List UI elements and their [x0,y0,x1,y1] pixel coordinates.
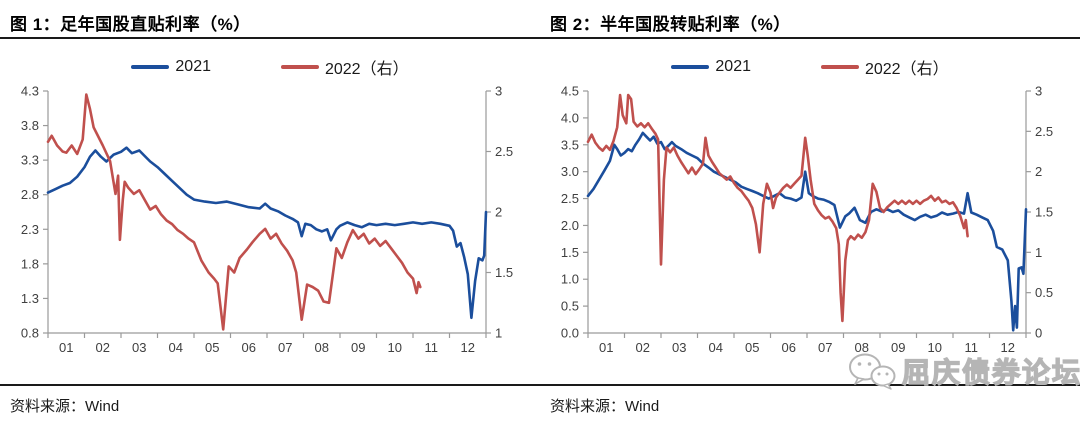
right-axis-tick-label: 3 [495,84,502,99]
figure-2-legend: 2021 2022（右） [540,55,1080,79]
legend-label-2021: 2021 [175,58,211,75]
left-axis-tick-label: 3.3 [21,153,39,168]
legend-label-2022: 2022（右） [324,61,409,78]
x-axis-tick-label: 02 [96,340,110,355]
legend-label-2021: 2021 [715,58,751,75]
x-axis-tick-label: 12 [1001,340,1015,355]
figure-1-chart: 0.8 1.3 1.8 2.3 2.8 3.3 3.8 4.3 1 1.5 2 2.5 3 01 02 03 0… [21,84,513,356]
right-axis-tick-label: 2.5 [1035,124,1053,139]
right-axis-tick-label: 1 [1035,245,1042,260]
figure-1-source: 资料来源：Wind [0,384,540,422]
x-axis-tick-label: 06 [782,340,796,355]
right-axis-tick-label: 2 [1035,164,1042,179]
left-axis-tick-label: 2.3 [21,222,39,237]
x-axis-tick-label: 04 [169,340,183,355]
x-axis-tick-label: 12 [461,340,475,355]
x-axis-tick-label: 01 [599,340,613,355]
right-axis-tick-label: 0 [1035,326,1042,341]
x-axis-tick-label: 04 [709,340,723,355]
wechat-icon [849,353,896,390]
legend-item-2022: 2022（右） [280,55,409,79]
x-axis-tick-label: 07 [278,340,292,355]
legend-item-2022: 2022（右） [820,55,949,79]
series-line-2021 [586,131,1028,332]
left-axis-tick-label: 1.0 [561,272,579,287]
left-axis-tick-label: 2.5 [561,191,579,206]
x-axis-tick-label: 03 [672,340,686,355]
right-axis-tick-label: 1.5 [1035,205,1053,220]
legend-swatch-2021 [671,65,710,69]
figure-2-chart: 0.0 0.5 1.0 1.5 2.0 2.5 3.0 3.5 4.0 4.5 0 0.5 1 1.5 2 2… [561,84,1053,356]
x-axis-tick-label: 03 [132,340,146,355]
x-axis-tick-label: 11 [965,340,979,355]
right-axis-tick-label: 2 [495,205,502,220]
right-axis-tick-label: 0.5 [1035,285,1053,300]
legend-item-2021: 2021 [131,58,211,76]
right-axis-tick-label: 1 [495,326,502,341]
legend-swatch-2021 [131,65,170,69]
left-axis-tick-label: 4.5 [561,84,579,99]
left-axis-tick-label: 1.3 [21,291,39,306]
figure-1: 图 1：足年国股直贴利率（%） 2021 2022（右） 0.8 1.3 1.8 2.… [0,0,540,422]
left-axis-tick-label: 3.0 [561,164,579,179]
x-axis-tick-label: 09 [891,340,905,355]
left-axis-tick-label: 0.8 [21,326,39,341]
left-axis-tick-label: 0.5 [561,299,579,314]
left-axis-tick-label: 0.0 [561,326,579,341]
x-axis-tick-label: 05 [745,340,759,355]
source-label: 资料来源：Wind [550,398,660,415]
x-axis-tick-label: 02 [636,340,650,355]
watermark-text: 屈庆债券论坛 [901,356,1080,388]
left-axis-tick-label: 2.0 [561,218,579,233]
x-axis-tick-label: 09 [351,340,365,355]
left-axis-tick-label: 4.3 [21,84,39,99]
series-line-2022 [586,93,969,323]
source-label: 资料来源：Wind [10,398,120,415]
left-axis-tick-label: 4.0 [561,110,579,125]
left-axis-tick-label: 3.5 [561,137,579,152]
right-axis-tick-label: 2.5 [495,144,513,159]
watermark: 屈庆债券论坛 [846,350,1080,392]
figure-2-title: 图 2：半年国股转贴利率（%） [540,0,1080,39]
x-axis-tick-label: 07 [818,340,832,355]
figure-1-legend: 2021 2022（右） [0,55,540,79]
figure-2: 图 2：半年国股转贴利率（%） 2021 2022（右） 0.0 0.5 1.0 1.… [540,0,1080,422]
x-axis-tick-label: 08 [315,340,329,355]
x-axis-tick-label: 08 [855,340,869,355]
x-axis-tick-label: 06 [242,340,256,355]
figure-1-title: 图 1：足年国股直贴利率（%） [0,0,540,39]
series-line-2022 [46,93,422,331]
right-axis-tick-label: 3 [1035,84,1042,99]
left-axis-tick-label: 1.5 [561,245,579,260]
x-axis-tick-label: 01 [59,340,73,355]
figure-2-source: 资料来源：Wind [540,384,1080,422]
series-line-2021 [46,146,488,320]
left-axis-tick-label: 1.8 [21,256,39,271]
right-axis-tick-label: 1.5 [495,265,513,280]
legend-swatch-2022 [820,65,859,69]
x-axis-tick-label: 05 [205,340,219,355]
legend-swatch-2022 [280,65,319,69]
x-axis-tick-label: 10 [388,340,402,355]
x-axis-tick-label: 11 [425,340,439,355]
x-axis-tick-label: 10 [928,340,942,355]
legend-label-2022: 2022（右） [864,61,949,78]
left-axis-tick-label: 2.8 [21,187,39,202]
legend-item-2021: 2021 [671,58,751,76]
left-axis-tick-label: 3.8 [21,118,39,133]
